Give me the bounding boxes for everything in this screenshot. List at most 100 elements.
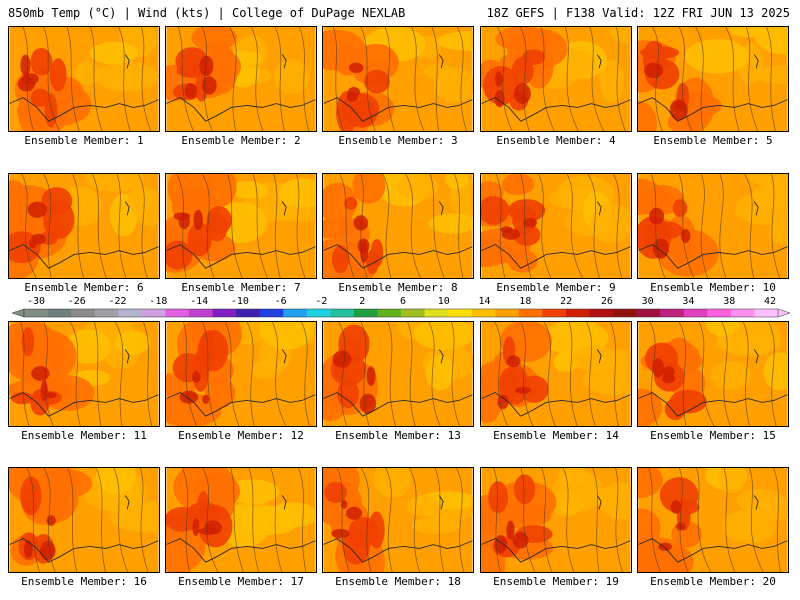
colorbar-swatch: [24, 309, 48, 317]
colorbar-swatch: [118, 309, 143, 317]
ensemble-panel: [637, 173, 789, 279]
colorbar-swatch: [660, 309, 685, 317]
header-run-info: 18Z GEFS | F138 Valid: 12Z FRI JUN 13 20…: [486, 6, 790, 20]
colorbar-right-arrow: [777, 308, 790, 318]
ensemble-member-label: Ensemble Member: 16: [21, 575, 147, 588]
colorbar-tick-label: 10: [437, 296, 450, 307]
ensemble-panel: [322, 173, 474, 279]
temperature-map: [638, 27, 788, 131]
colorbar-tick-label: -14: [190, 296, 209, 307]
ensemble-panel: [322, 26, 474, 132]
colorbar-tick-label: -6: [274, 296, 287, 307]
colorbar-tick-label: -18: [149, 296, 168, 307]
colorbar-tick-label: 6: [399, 296, 407, 307]
ensemble-member-label: Ensemble Member: 13: [335, 429, 461, 442]
temperature-map: [166, 468, 316, 572]
ensemble-panel: [165, 467, 317, 573]
colorbar-tick-label: 2: [359, 296, 366, 307]
ensemble-panel: [8, 321, 160, 427]
temperature-map: [9, 27, 159, 131]
ensemble-member-label: Ensemble Member: 14: [493, 429, 619, 442]
ensemble-panel: [8, 173, 160, 279]
colorbar-swatch: [306, 309, 331, 317]
colorbar-tick-label: -26: [67, 296, 86, 307]
colorbar-tick-label: 22: [560, 296, 573, 307]
colorbar-swatch: [683, 309, 708, 317]
colorbar-scale: [12, 308, 790, 318]
colorbar-swatch: [330, 309, 355, 317]
colorbar-tick-label: 30: [641, 296, 654, 307]
ensemble-member-label: Ensemble Member: 12: [178, 429, 304, 442]
ensemble-panel: [165, 173, 317, 279]
ensemble-panel: [165, 26, 317, 132]
ensemble-member-label: Ensemble Member: 11: [21, 429, 147, 442]
colorbar-swatch: [542, 309, 567, 317]
colorbar-swatch: [283, 309, 308, 317]
temperature-map: [166, 322, 316, 426]
colorbar-swatch: [47, 309, 72, 317]
colorbar-tick-label: -30: [26, 296, 46, 307]
colorbar-tick-label: 18: [519, 296, 532, 307]
temperature-map: [638, 174, 788, 278]
colorbar-tick-label: 14: [478, 296, 491, 307]
temperature-map: [481, 174, 631, 278]
header-title: 850mb Temp (°C) | Wind (kts) | College o…: [8, 6, 406, 20]
colorbar-tick-label: 42: [763, 296, 777, 307]
colorbar-swatch: [259, 309, 284, 317]
ensemble-member-label: Ensemble Member: 2: [181, 134, 301, 147]
ensemble-member-label: Ensemble Member: 6: [24, 281, 144, 294]
colorbar-tick-label: 38: [723, 296, 736, 307]
colorbar-left-arrow: [12, 308, 25, 318]
colorbar-swatch: [518, 309, 543, 317]
colorbar-swatch: [636, 309, 661, 317]
ensemble-panel: [480, 467, 632, 573]
ensemble-panel: [480, 26, 632, 132]
colorbar-swatch: [377, 309, 402, 317]
temperature-map: [323, 468, 473, 572]
ensemble-member-label: Ensemble Member: 18: [335, 575, 461, 588]
colorbar-swatch: [212, 309, 237, 317]
temperature-map: [9, 468, 159, 572]
colorbar-swatch: [94, 309, 119, 317]
ensemble-member-label: Ensemble Member: 20: [650, 575, 776, 588]
colorbar-swatch: [754, 309, 779, 317]
colorbar-swatch: [353, 309, 378, 317]
colorbar-border: [23, 308, 779, 318]
colorbar-tick-label: -10: [230, 296, 249, 307]
temperature-map: [481, 322, 631, 426]
colorbar-swatch: [236, 309, 260, 317]
colorbar-tick-label: -22: [108, 296, 127, 307]
ensemble-panel: [637, 321, 789, 427]
temperature-colorbar: -30 -26 -22 -18 -14 -10 -6 -2 2 6 10 14 18 22 26 30 34 38…: [12, 296, 790, 322]
ensemble-panel: [8, 467, 160, 573]
ensemble-member-label: Ensemble Member: 17: [178, 575, 304, 588]
colorbar-tick-label: 34: [682, 296, 695, 307]
colorbar-swatch: [495, 309, 520, 317]
ensemble-panel: [322, 321, 474, 427]
ensemble-member-label: Ensemble Member: 15: [650, 429, 776, 442]
temperature-map: [638, 468, 788, 572]
colorbar-swatch: [165, 309, 190, 317]
ensemble-member-label: Ensemble Member: 7: [181, 281, 301, 294]
colorbar-swatch: [730, 309, 755, 317]
ensemble-member-label: Ensemble Member: 19: [493, 575, 619, 588]
colorbar-swatch: [707, 309, 732, 317]
ensemble-member-label: Ensemble Member: 5: [653, 134, 773, 147]
temperature-map: [481, 468, 631, 572]
ensemble-panel: [637, 467, 789, 573]
colorbar-swatch: [613, 309, 637, 317]
temperature-map: [9, 322, 159, 426]
colorbar-tick-label: 26: [600, 296, 613, 307]
temperature-map: [323, 322, 473, 426]
colorbar-swatch: [141, 309, 166, 317]
temperature-map: [166, 174, 316, 278]
colorbar-swatch: [471, 309, 496, 317]
ensemble-panel: [637, 26, 789, 132]
temperature-map: [9, 174, 159, 278]
colorbar-swatch: [188, 309, 213, 317]
temperature-map: [323, 174, 473, 278]
colorbar-swatch: [565, 309, 590, 317]
temperature-map: [481, 27, 631, 131]
ensemble-panel: [165, 321, 317, 427]
temperature-map: [166, 27, 316, 131]
